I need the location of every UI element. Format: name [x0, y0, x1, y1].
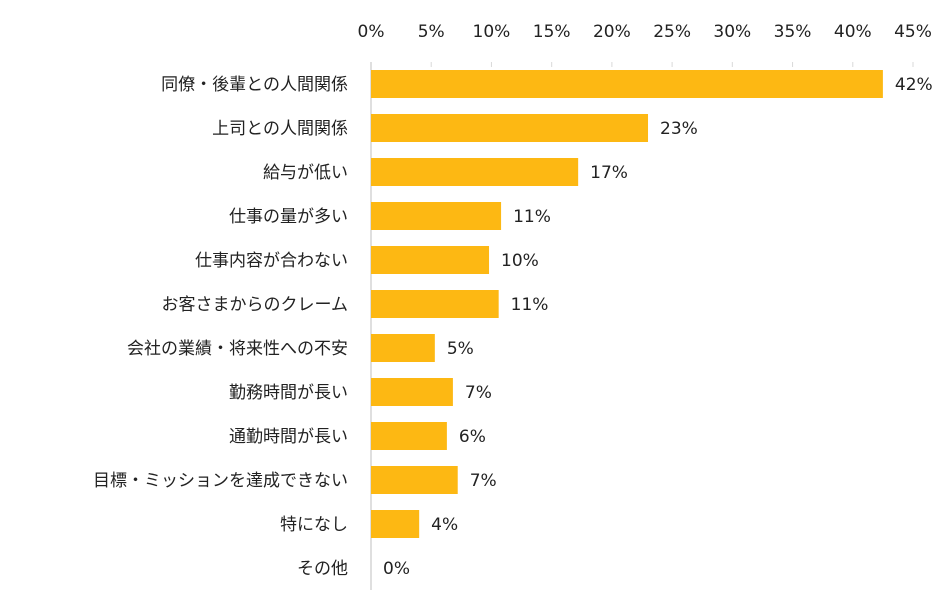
data-label: 5% [447, 339, 474, 359]
data-labels: 42% 23% 17% 11% 10% 11% 5% 7% 6% 7% 4% 0% [383, 75, 933, 579]
data-label: 0% [383, 559, 410, 579]
data-label: 11% [513, 207, 551, 227]
bar [371, 290, 499, 318]
x-tick-label: 5% [418, 22, 445, 42]
bar [371, 70, 883, 98]
x-tick-label: 0% [358, 22, 385, 42]
category-label: 通勤時間が長い [229, 427, 348, 447]
x-tick-label: 30% [713, 22, 751, 42]
x-tick-label: 20% [593, 22, 631, 42]
x-tick-label: 25% [653, 22, 691, 42]
bar [371, 466, 458, 494]
bar [371, 510, 420, 538]
data-label: 11% [511, 295, 549, 315]
x-tick-label: 40% [834, 22, 872, 42]
data-label: 7% [465, 383, 492, 403]
category-label: 特になし [280, 515, 348, 535]
category-label: 仕事の量が多い [229, 207, 348, 227]
category-label: 仕事内容が合わない [195, 251, 348, 271]
data-label: 6% [459, 427, 486, 447]
category-label: お客さまからのクレーム [162, 295, 349, 315]
category-label: その他 [297, 559, 348, 579]
x-axis-tick-marks [370, 62, 914, 67]
bar [371, 246, 490, 274]
data-label: 23% [660, 119, 698, 139]
data-label: 4% [431, 515, 458, 535]
bar [371, 114, 649, 142]
bar [371, 202, 502, 230]
data-label: 7% [470, 471, 497, 491]
x-tick-label: 35% [774, 22, 812, 42]
bar [371, 158, 579, 186]
category-label: 会社の業績・将来性への不安 [127, 339, 348, 359]
category-label: 目標・ミッションを達成できない [93, 471, 348, 491]
category-label: 同僚・後輩との人間関係 [161, 75, 348, 95]
category-label: 上司との人間関係 [212, 119, 348, 139]
data-label: 10% [501, 251, 539, 271]
bar [371, 334, 435, 362]
data-label: 17% [590, 163, 628, 183]
bars [371, 70, 883, 538]
bar [371, 422, 447, 450]
x-axis-ticks: 0% 5% 10% 15% 20% 25% 30% 35% 40% 45% [358, 22, 932, 42]
category-label: 給与が低い [263, 163, 348, 183]
data-label: 42% [895, 75, 933, 95]
x-tick-label: 45% [894, 22, 932, 42]
bar [371, 378, 453, 406]
x-tick-label: 10% [473, 22, 511, 42]
x-tick-label: 15% [533, 22, 571, 42]
category-label: 勤務時間が長い [229, 383, 348, 403]
category-labels: 同僚・後輩との人間関係上司との人間関係給与が低い仕事の量が多い仕事内容が合わない… [93, 75, 348, 579]
